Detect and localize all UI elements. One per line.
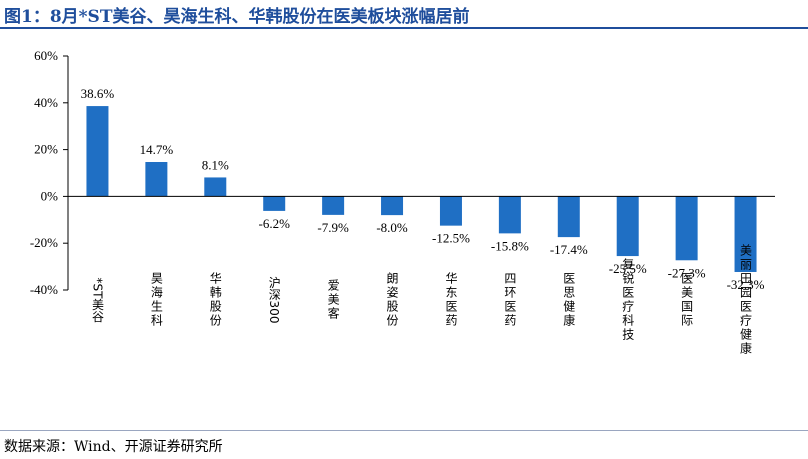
- bar: [381, 196, 404, 216]
- data-label: 14.7%: [140, 142, 174, 157]
- category-label: 华东医药: [444, 272, 458, 328]
- y-tick-label: -40%: [30, 282, 58, 297]
- category-label: 美丽田园医疗健康: [739, 244, 753, 356]
- category-label: 医美国际: [680, 272, 694, 328]
- data-label: -15.8%: [491, 238, 529, 253]
- category-label: 四环医药: [503, 272, 517, 328]
- y-tick-label: 0%: [41, 188, 59, 203]
- category-label: 沪深300: [267, 276, 281, 323]
- bar: [439, 196, 462, 226]
- bar: [86, 106, 109, 197]
- bar: [204, 177, 227, 197]
- data-label: -7.9%: [317, 220, 349, 235]
- bar: [675, 196, 698, 261]
- bar: [263, 196, 286, 211]
- data-label: -17.4%: [550, 242, 588, 257]
- figure-title: 图1：8月*ST美谷、昊海生科、华韩股份在医美板块涨幅居前: [4, 7, 470, 27]
- category-label: 医思健康: [562, 272, 576, 328]
- category-label: *ST美谷: [90, 278, 104, 324]
- bar: [734, 196, 757, 272]
- category-label: 华韩股份: [208, 272, 222, 328]
- data-label: -12.5%: [432, 231, 470, 246]
- title-underline: [0, 27, 808, 29]
- data-label: -8.0%: [376, 220, 408, 235]
- category-label: 复锐医疗科技: [621, 258, 635, 342]
- y-tick-label: 20%: [34, 142, 58, 157]
- data-label: 38.6%: [81, 86, 115, 101]
- source-note: 数据来源：Wind、开源证券研究所: [4, 439, 223, 455]
- data-label: 8.1%: [202, 157, 229, 172]
- category-label: 爱美客: [326, 279, 340, 321]
- category-label: 昊海生科: [149, 272, 163, 328]
- bar: [498, 196, 521, 234]
- footer-divider: [0, 430, 808, 431]
- bar: [557, 196, 580, 238]
- bar: [145, 162, 168, 197]
- y-tick-label: 60%: [34, 48, 58, 63]
- bar: [616, 196, 639, 257]
- data-label: -25.5%: [609, 261, 647, 276]
- data-label: -32.3%: [727, 277, 765, 292]
- y-tick-label: -20%: [30, 235, 58, 250]
- bar: [322, 196, 345, 215]
- data-label: -27.3%: [668, 265, 706, 280]
- data-label: -6.2%: [258, 216, 290, 231]
- y-tick-label: 40%: [34, 95, 58, 110]
- bar-chart: 60% 40% 20% 0% -20% -40% 38.6% *ST美谷 14.7% 昊海生科 8.…: [30, 48, 775, 356]
- category-label: 朗姿股份: [385, 272, 399, 328]
